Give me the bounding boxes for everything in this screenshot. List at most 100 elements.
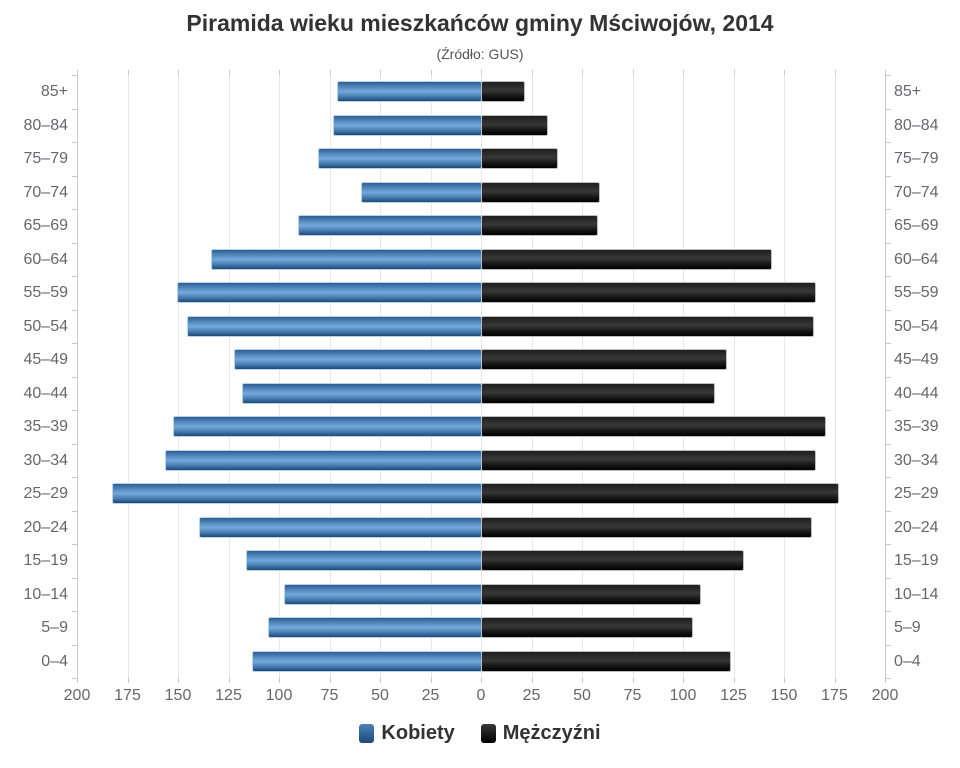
bar-mezczyzni[interactable] xyxy=(482,417,826,437)
bar-kobiety[interactable] xyxy=(173,417,481,437)
bar-mezczyzni[interactable] xyxy=(482,484,838,504)
bar-mezczyzni[interactable] xyxy=(482,316,814,336)
x-axis-label: 150 xyxy=(164,687,192,704)
category-label-right: 5–9 xyxy=(894,619,921,636)
category-label-left: 25–29 xyxy=(23,485,69,502)
category-label-left: 45–49 xyxy=(23,351,69,368)
category-axis-tick xyxy=(886,644,891,646)
x-axis-label: 25 xyxy=(522,687,541,704)
x-axis-tick-bottom xyxy=(228,678,230,683)
bar-kobiety[interactable] xyxy=(285,584,481,604)
category-axis-tick xyxy=(886,142,891,143)
x-axis-tick-bottom xyxy=(683,678,684,683)
plot-gridline xyxy=(380,75,381,678)
bar-kobiety[interactable] xyxy=(333,115,481,135)
bar-kobiety[interactable] xyxy=(188,316,481,336)
category-axis-tick xyxy=(886,343,891,344)
bar-mezczyzni[interactable] xyxy=(482,216,598,236)
bar-mezczyzni[interactable] xyxy=(482,149,557,169)
plot-gridline xyxy=(178,75,179,678)
bar-mezczyzni[interactable] xyxy=(482,283,816,303)
category-label-left: 40–44 xyxy=(23,384,69,402)
category-axis-tick xyxy=(72,644,77,646)
category-axis-tick xyxy=(886,209,891,210)
bar-mezczyzni[interactable] xyxy=(482,82,525,102)
bar-mezczyzni[interactable] xyxy=(482,651,731,671)
category-axis-tick xyxy=(886,577,891,579)
bar-kobiety[interactable] xyxy=(337,82,481,102)
category-axis-tick xyxy=(72,276,77,277)
x-axis-label: 50 xyxy=(371,687,389,704)
bar-mezczyzni[interactable] xyxy=(482,115,547,135)
bar-kobiety[interactable] xyxy=(242,383,481,403)
x-axis-label: 175 xyxy=(821,687,848,704)
bar-mezczyzni[interactable] xyxy=(482,517,812,537)
plot-gridline xyxy=(784,75,785,678)
x-axis-tick-bottom xyxy=(127,678,129,683)
left-category-axis xyxy=(77,75,78,678)
bar-kobiety[interactable] xyxy=(319,149,481,169)
category-label-left: 30–34 xyxy=(23,451,69,469)
bar-kobiety[interactable] xyxy=(200,517,481,537)
category-label-right: 45–49 xyxy=(894,351,939,368)
bar-kobiety[interactable] xyxy=(252,651,481,671)
bar-kobiety[interactable] xyxy=(178,283,481,303)
legend: Kobiety Mężczyźni xyxy=(0,722,960,745)
legend-item-mezczyzni[interactable]: Mężczyźni xyxy=(480,722,601,745)
category-label-right: 20–24 xyxy=(894,518,939,536)
x-axis-tick-bottom xyxy=(834,678,836,683)
category-axis-tick xyxy=(886,376,891,378)
bar-kobiety[interactable] xyxy=(299,216,481,236)
bar-mezczyzni[interactable] xyxy=(482,450,816,470)
legend-item-kobiety[interactable]: Kobiety xyxy=(359,722,455,745)
category-label-left: 60–64 xyxy=(23,250,69,268)
bar-mezczyzni[interactable] xyxy=(482,584,701,604)
bar-mezczyzni[interactable] xyxy=(482,551,743,571)
x-axis-tick-top xyxy=(430,70,432,75)
bar-mezczyzni[interactable] xyxy=(482,383,715,403)
category-label-left: 15–19 xyxy=(23,552,69,569)
plot-gridline xyxy=(683,75,684,678)
category-axis-tick xyxy=(886,678,891,679)
bar-mezczyzni[interactable] xyxy=(482,618,693,638)
x-axis-label: 25 xyxy=(421,687,440,704)
bar-kobiety[interactable] xyxy=(246,551,481,571)
category-label-right: 30–34 xyxy=(894,451,939,469)
category-label-right: 25–29 xyxy=(894,485,939,502)
bar-kobiety[interactable] xyxy=(212,249,481,269)
x-axis-tick-top xyxy=(683,70,684,75)
bar-kobiety[interactable] xyxy=(234,350,481,370)
category-axis-tick xyxy=(886,309,891,311)
x-axis-label: 125 xyxy=(215,687,242,704)
bar-kobiety[interactable] xyxy=(268,618,481,638)
bar-kobiety[interactable] xyxy=(361,182,481,202)
bar-mezczyzni[interactable] xyxy=(482,249,771,269)
category-label-left: 50–54 xyxy=(23,317,69,335)
x-axis-tick-bottom xyxy=(279,678,280,683)
bar-mezczyzni[interactable] xyxy=(482,350,727,370)
x-axis-tick-bottom xyxy=(430,678,432,683)
x-axis-tick-bottom xyxy=(329,678,331,683)
category-axis-tick xyxy=(72,108,77,110)
x-axis-tick-top xyxy=(127,70,129,75)
x-axis-tick-bottom xyxy=(77,678,78,683)
bar-kobiety[interactable] xyxy=(165,450,481,470)
x-axis-tick-top xyxy=(178,70,179,75)
category-label-right: 85+ xyxy=(894,83,922,100)
category-label-right: 0–4 xyxy=(894,652,921,670)
category-axis-tick xyxy=(886,477,891,478)
category-axis-tick xyxy=(886,108,891,110)
chart-subtitle: (Źródło: GUS) xyxy=(436,46,524,62)
category-label-right: 10–14 xyxy=(894,585,939,603)
category-axis-tick xyxy=(72,309,77,311)
x-axis-label: 100 xyxy=(669,687,697,704)
category-label-left: 5–9 xyxy=(41,619,68,636)
chart-title: Piramida wieku mieszkańców gminy Mściwoj… xyxy=(186,10,774,36)
bar-kobiety[interactable] xyxy=(113,484,481,504)
bar-mezczyzni[interactable] xyxy=(482,182,600,202)
x-axis-label: 100 xyxy=(265,687,293,704)
x-axis-tick-bottom xyxy=(380,678,381,683)
x-axis-tick-top xyxy=(582,70,583,75)
x-axis-tick-bottom xyxy=(582,678,583,683)
x-axis-tick-bottom xyxy=(178,678,179,683)
